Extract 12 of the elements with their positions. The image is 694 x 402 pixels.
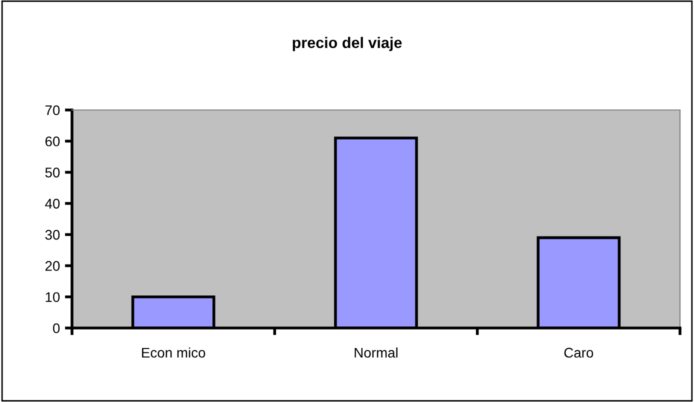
y-tick-label: 20 bbox=[45, 261, 60, 271]
x-tick-label: Econ mico bbox=[142, 347, 206, 358]
y-tick-label: 50 bbox=[45, 168, 60, 178]
y-tick-label: 70 bbox=[45, 105, 60, 116]
chart-title: precio del viaje bbox=[292, 36, 402, 52]
y-tick-label: 30 bbox=[45, 230, 60, 240]
y-tick-label: 60 bbox=[45, 136, 60, 146]
y-tick-label: 40 bbox=[45, 198, 60, 209]
y-tick-label: 10 bbox=[46, 292, 60, 302]
x-tick-label: Normal bbox=[354, 347, 398, 358]
x-tick-label: Caro bbox=[564, 348, 594, 358]
y-tick-label: 0 bbox=[53, 323, 60, 334]
